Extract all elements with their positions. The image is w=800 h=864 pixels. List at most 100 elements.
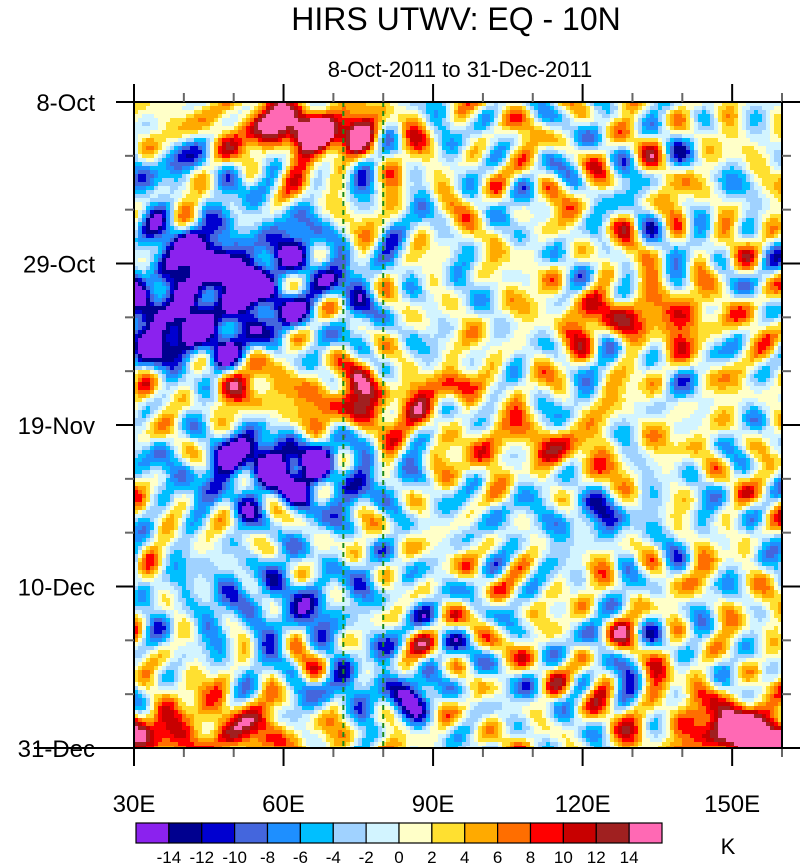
field-cell — [370, 210, 375, 215]
field-cell — [270, 154, 275, 159]
field-cell — [654, 122, 659, 127]
field-cell — [266, 118, 271, 123]
field-cell — [250, 194, 255, 199]
field-cell — [702, 118, 707, 123]
field-cell — [362, 178, 367, 183]
field-cell — [654, 194, 659, 199]
field-cell — [622, 126, 627, 131]
field-cell — [162, 206, 167, 211]
field-cell — [518, 182, 523, 187]
field-cell — [530, 146, 535, 151]
field-cell — [294, 118, 299, 123]
field-cell — [514, 194, 519, 199]
field-cell — [770, 202, 775, 207]
field-cell — [154, 210, 159, 215]
field-cell — [406, 150, 411, 155]
field-cell — [558, 138, 563, 143]
field-cell — [190, 190, 195, 195]
field-cell — [606, 154, 611, 159]
field-cell — [418, 166, 423, 171]
field-cell — [238, 222, 243, 227]
field-cell — [262, 122, 267, 127]
field-cell — [234, 126, 239, 131]
field-cell — [582, 218, 587, 223]
field-cell — [698, 154, 703, 159]
field-cell — [390, 190, 395, 195]
field-cell — [574, 170, 579, 175]
field-cell — [534, 118, 539, 123]
field-cell — [358, 218, 363, 223]
field-cell — [702, 122, 707, 127]
field-cell — [618, 178, 623, 183]
field-cell — [686, 178, 691, 183]
field-cell — [710, 182, 715, 187]
field-cell — [734, 142, 739, 147]
field-cell — [322, 114, 327, 119]
field-cell — [462, 210, 467, 215]
field-cell — [314, 106, 319, 111]
field-cell — [714, 190, 719, 195]
field-cell — [350, 182, 355, 187]
field-cell — [490, 166, 495, 171]
field-cell — [498, 222, 503, 227]
field-cell — [226, 110, 231, 115]
field-cell — [698, 214, 703, 219]
field-cell — [442, 214, 447, 219]
field-cell — [154, 218, 159, 223]
field-cell — [430, 182, 435, 187]
field-cell — [322, 206, 327, 211]
field-cell — [510, 150, 515, 155]
field-cell — [578, 218, 583, 223]
field-cell — [634, 178, 639, 183]
field-cell — [270, 158, 275, 163]
field-cell — [354, 122, 359, 127]
field-cell — [326, 134, 331, 139]
field-cell — [370, 222, 375, 227]
field-cell — [750, 162, 755, 167]
field-cell — [498, 126, 503, 131]
field-cell — [598, 146, 603, 151]
field-cell — [370, 118, 375, 123]
field-cell — [198, 150, 203, 155]
field-cell — [374, 178, 379, 183]
field-cell — [298, 170, 303, 175]
field-cell — [642, 198, 647, 203]
field-cell — [254, 166, 259, 171]
field-cell — [570, 190, 575, 195]
field-cell — [538, 142, 543, 147]
field-cell — [246, 174, 251, 179]
field-cell — [250, 170, 255, 175]
field-cell — [206, 166, 211, 171]
field-cell — [426, 182, 431, 187]
field-cell — [158, 138, 163, 143]
field-cell — [242, 166, 247, 171]
field-cell — [226, 166, 231, 171]
field-cell — [162, 166, 167, 171]
field-cell — [514, 206, 519, 211]
field-cell — [742, 110, 747, 115]
field-cell — [702, 134, 707, 139]
field-cell — [350, 154, 355, 159]
field-cell — [582, 182, 587, 187]
field-cell — [386, 126, 391, 131]
field-cell — [754, 190, 759, 195]
field-cell — [750, 130, 755, 135]
field-cell — [686, 190, 691, 195]
field-cell — [610, 194, 615, 199]
field-cell — [586, 130, 591, 135]
field-cell — [538, 162, 543, 167]
field-cell — [614, 218, 619, 223]
field-cell — [662, 170, 667, 175]
field-cell — [702, 114, 707, 119]
field-cell — [210, 190, 215, 195]
field-cell — [354, 146, 359, 151]
field-cell — [326, 190, 331, 195]
field-cell — [710, 178, 715, 183]
field-cell — [406, 214, 411, 219]
field-cell — [406, 158, 411, 163]
field-cell — [750, 214, 755, 219]
field-cell — [214, 190, 219, 195]
field-cell — [410, 206, 415, 211]
field-cell — [330, 146, 335, 151]
field-cell — [558, 122, 563, 127]
